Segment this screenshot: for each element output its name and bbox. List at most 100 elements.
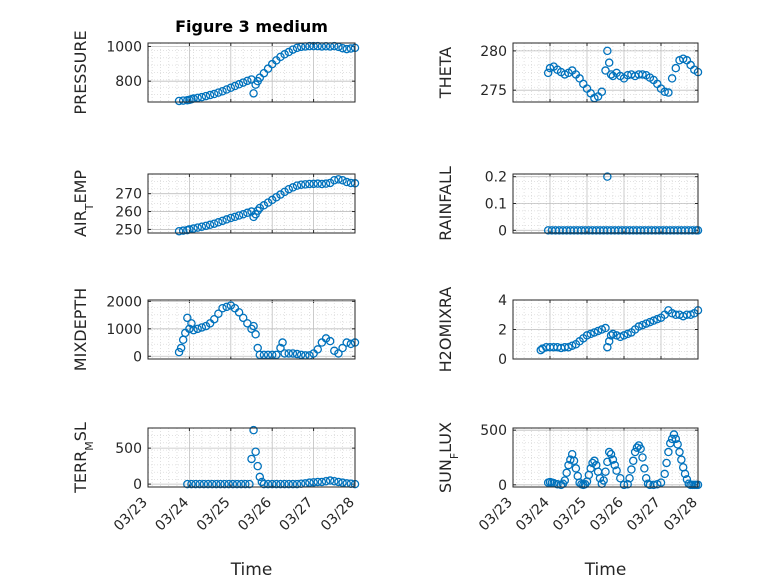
y-axis-label-main: PRESSURE <box>71 30 90 114</box>
data-point <box>251 330 260 339</box>
y-tick-label: 0.2 <box>485 170 507 186</box>
data-point <box>224 479 233 489</box>
data-point <box>174 226 184 236</box>
data-point <box>193 324 202 334</box>
y-axis-label: THETA <box>436 47 455 99</box>
data-point <box>543 68 553 78</box>
axes-box <box>512 299 699 360</box>
data-point <box>201 91 211 101</box>
plot-area <box>148 174 355 233</box>
y-tick-label: 1000 <box>106 39 142 55</box>
y-axis-label-tail: LUX <box>436 422 455 453</box>
data-point <box>325 336 335 346</box>
y-tick-label: 0 <box>133 349 142 365</box>
data-point <box>280 479 289 489</box>
y-axis-label-main: H2OMIXRA <box>436 287 455 373</box>
data-point <box>209 89 219 99</box>
data-point <box>278 338 287 347</box>
y-axis-label-subscript: M <box>83 441 96 451</box>
subplot-h2omixra: 0 2 4 H2OMIXRA <box>436 287 703 373</box>
data-point <box>218 216 227 226</box>
data-series <box>543 46 703 103</box>
y-tick-label: 0 <box>498 478 507 494</box>
data-point <box>222 85 231 94</box>
x-tick-label: 03/24 <box>152 494 192 534</box>
data-point <box>338 43 347 53</box>
data-point <box>638 453 647 462</box>
data-point <box>321 179 331 188</box>
data-series <box>183 425 360 489</box>
y-axis-label-main: MIXDEPTH <box>71 288 90 371</box>
data-point <box>671 63 681 73</box>
data-series <box>536 306 703 355</box>
y-axis-label-main: THETA <box>436 47 455 99</box>
data-point <box>226 83 236 93</box>
data-point <box>675 447 684 457</box>
axes-box <box>147 42 356 103</box>
data-point <box>673 440 682 449</box>
y-tick-label: 275 <box>480 83 507 99</box>
data-point <box>220 479 229 489</box>
data-point <box>253 461 262 471</box>
data-point <box>606 449 616 459</box>
y-tick-label: 2 <box>498 323 507 339</box>
data-point <box>604 447 614 457</box>
subplot-rainfall: 0 0.1 0.2 RAINFALL <box>436 166 703 241</box>
data-point <box>606 331 616 340</box>
data-point <box>338 478 347 487</box>
data-point <box>263 479 273 489</box>
x-tick-label: 03/28 <box>318 495 358 535</box>
x-tick-label: 03/23 <box>476 495 516 535</box>
data-point <box>276 52 285 62</box>
data-point <box>677 455 686 464</box>
data-point <box>597 87 607 97</box>
axes-box <box>512 427 699 488</box>
data-point <box>656 478 666 487</box>
data-point <box>623 329 632 339</box>
y-tick-label: 0 <box>133 477 142 493</box>
data-point <box>259 350 269 360</box>
y-tick-label: 500 <box>115 441 142 457</box>
y-axis-label-main: SUN <box>436 459 455 493</box>
data-point <box>255 350 265 360</box>
data-point <box>317 179 327 189</box>
data-point <box>688 226 697 235</box>
data-point <box>251 447 260 456</box>
y-axis-label: RAINFALL <box>436 166 455 241</box>
data-point <box>189 224 198 233</box>
data-point <box>634 322 644 331</box>
data-point <box>610 460 620 470</box>
y-axis-label: TERRMSL <box>71 422 96 494</box>
data-point <box>296 180 306 189</box>
data-point <box>582 331 592 340</box>
y-axis-label: AIRTEMP <box>71 170 96 237</box>
data-point <box>664 88 673 97</box>
data-point <box>667 434 677 444</box>
data-point <box>212 479 221 489</box>
data-point <box>645 317 655 327</box>
data-point <box>638 320 647 330</box>
data-point <box>313 345 322 354</box>
subplot-terr_msl: 0 500 TERRMSL 03/23 03/24 03/25 03/26 03/27 03/2… <box>71 422 360 580</box>
data-point <box>284 47 294 57</box>
data-point <box>601 467 610 476</box>
data-point <box>301 180 310 189</box>
data-point <box>214 88 223 97</box>
y-axis-label-main: TERR <box>71 451 90 494</box>
axes-box <box>147 299 356 360</box>
plot-area <box>148 43 355 102</box>
data-point <box>234 308 244 317</box>
y-axis-label: SUNFLUX <box>436 422 461 493</box>
data-point <box>234 80 244 89</box>
data-point <box>203 479 213 489</box>
data-point <box>334 175 343 184</box>
data-point <box>601 66 610 75</box>
y-axis-label-tail: SL <box>71 422 90 441</box>
data-point <box>174 347 184 357</box>
data-point <box>222 302 231 312</box>
data-point <box>597 325 607 334</box>
data-point <box>564 460 573 470</box>
data-point <box>603 342 612 352</box>
data-point <box>245 479 254 489</box>
data-point <box>334 349 343 358</box>
